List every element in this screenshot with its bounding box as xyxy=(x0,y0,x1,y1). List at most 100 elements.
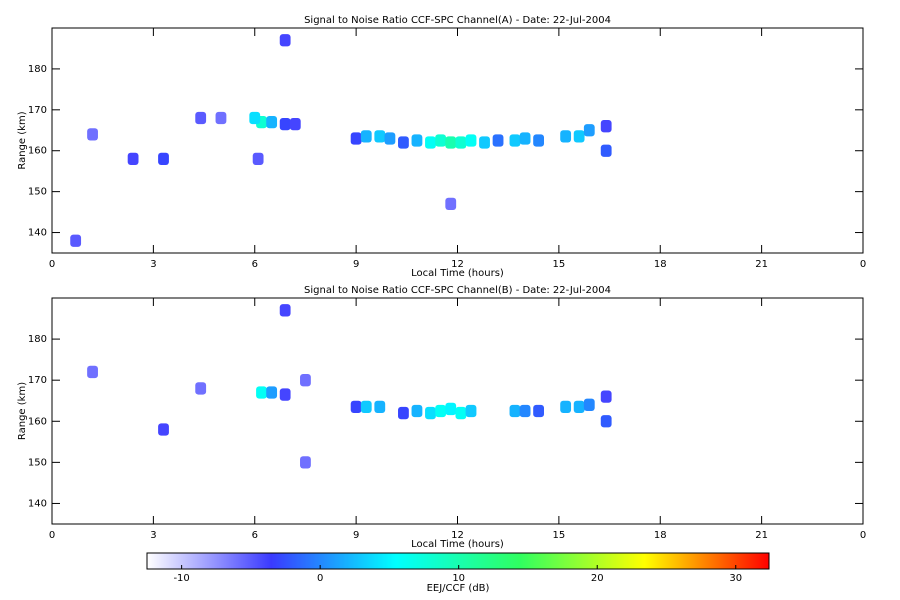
x-tick-label: 15 xyxy=(553,259,566,270)
y-tick-label: 180 xyxy=(28,64,47,75)
cell xyxy=(279,34,291,47)
x-tick-label: 0 xyxy=(860,259,866,270)
cell xyxy=(279,118,291,131)
y-axis-label: Range (km) xyxy=(17,382,28,440)
colorbar-tick-label: -10 xyxy=(173,573,189,584)
cell xyxy=(195,382,207,395)
x-tick-label: 12 xyxy=(451,530,464,541)
y-tick-label: 150 xyxy=(28,187,47,198)
y-tick-label: 180 xyxy=(28,334,47,345)
x-tick-label: 18 xyxy=(654,259,667,270)
cell xyxy=(479,136,490,149)
cell xyxy=(573,400,585,414)
cell xyxy=(509,134,521,147)
cell xyxy=(411,134,423,147)
cell xyxy=(350,400,362,414)
cell xyxy=(384,132,396,145)
cell xyxy=(158,423,169,436)
x-tick-label: 3 xyxy=(150,530,156,541)
cell xyxy=(519,404,531,418)
cell xyxy=(445,402,457,416)
cell xyxy=(519,132,531,145)
cell xyxy=(300,374,311,387)
cell xyxy=(560,400,572,414)
y-tick-label: 140 xyxy=(28,228,47,239)
cell xyxy=(583,124,595,137)
colorbar-tick-label: 30 xyxy=(729,573,742,584)
colorbar-tick-label: 10 xyxy=(452,573,465,584)
cell xyxy=(266,115,278,129)
x-tick-label: 3 xyxy=(150,259,156,270)
y-tick-label: 140 xyxy=(28,498,47,509)
cell xyxy=(573,130,585,143)
x-tick-label: 6 xyxy=(252,259,258,270)
y-tick-label: 150 xyxy=(28,457,47,468)
x-axis-label: Local Time (hours) xyxy=(411,268,504,279)
cell xyxy=(492,134,504,147)
cell xyxy=(455,136,467,149)
chart-title: Signal to Noise Ratio CCF-SPC Channel(A)… xyxy=(304,15,611,26)
y-tick-label: 170 xyxy=(28,375,47,386)
cell xyxy=(583,398,595,411)
cell xyxy=(533,404,545,418)
cell xyxy=(279,304,291,317)
cell xyxy=(465,404,477,418)
cell xyxy=(249,111,261,125)
cell xyxy=(600,415,612,428)
cell xyxy=(374,400,386,414)
colorbar-label: EEJ/CCF (dB) xyxy=(427,583,490,594)
cell xyxy=(435,404,447,418)
cell xyxy=(87,128,98,141)
cell xyxy=(509,404,521,418)
cell xyxy=(87,365,98,379)
cell xyxy=(350,132,362,145)
x-tick-label: 9 xyxy=(353,530,359,541)
y-axis-label: Range (km) xyxy=(17,111,28,169)
cell xyxy=(560,130,572,143)
cell xyxy=(374,130,386,143)
cell xyxy=(289,118,301,131)
x-tick-label: 9 xyxy=(353,259,359,270)
cell xyxy=(158,152,169,166)
x-tick-label: 21 xyxy=(755,259,768,270)
x-axis-label: Local Time (hours) xyxy=(411,539,504,550)
cell xyxy=(360,130,372,143)
x-tick-label: 21 xyxy=(755,530,768,541)
colorbar-tick-label: 20 xyxy=(591,573,604,584)
cell xyxy=(256,386,267,399)
cell xyxy=(435,134,447,147)
cell xyxy=(445,136,457,149)
cell xyxy=(425,406,436,420)
cell xyxy=(215,111,227,125)
cell xyxy=(600,390,612,403)
cell xyxy=(398,406,409,420)
cell xyxy=(398,136,409,149)
cell xyxy=(195,111,207,125)
y-tick-label: 160 xyxy=(28,146,47,157)
cell xyxy=(445,197,457,211)
x-tick-label: 15 xyxy=(553,530,566,541)
x-tick-label: 0 xyxy=(49,530,55,541)
cell xyxy=(127,152,139,166)
cell xyxy=(300,456,311,469)
cell xyxy=(360,400,372,414)
cell xyxy=(425,136,436,149)
y-tick-label: 160 xyxy=(28,416,47,427)
x-tick-label: 0 xyxy=(49,259,55,270)
y-tick-label: 170 xyxy=(28,105,47,116)
cell xyxy=(411,404,423,418)
cell xyxy=(279,388,291,401)
colorbar-tick-label: 0 xyxy=(317,573,323,584)
x-tick-label: 6 xyxy=(252,530,258,541)
cell xyxy=(266,386,278,399)
cell xyxy=(455,406,467,420)
x-tick-label: 12 xyxy=(451,259,464,270)
cell xyxy=(600,120,612,133)
chart-title: Signal to Noise Ratio CCF-SPC Channel(B)… xyxy=(304,285,611,296)
cell xyxy=(70,234,82,247)
x-tick-label: 0 xyxy=(860,530,866,541)
colorbar xyxy=(146,552,770,570)
cell xyxy=(533,134,545,147)
cell xyxy=(252,152,264,166)
